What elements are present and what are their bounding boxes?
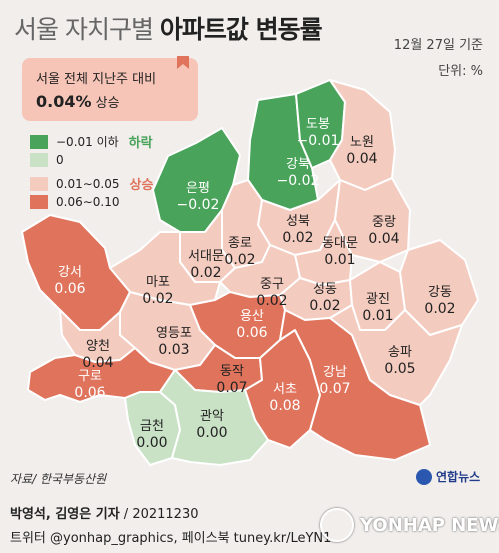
yonhap-watermark: YONHAP NEWS bbox=[320, 508, 499, 542]
district-value-label: 0.02 bbox=[224, 252, 255, 268]
watermark-logo-icon bbox=[320, 508, 354, 542]
legend-item-zero: 0 bbox=[30, 153, 64, 167]
district-value-label: 0.00 bbox=[196, 425, 227, 441]
district-name-label: 강서 bbox=[58, 265, 82, 280]
district-name-label: 종로 bbox=[228, 236, 252, 251]
district-name-label: 중랑 bbox=[372, 215, 396, 230]
district-name-label: 강북 bbox=[286, 157, 310, 172]
district-name-label: 동작 bbox=[220, 364, 244, 379]
district-value-label: 0.02 bbox=[282, 230, 313, 246]
yonhap-logo: 연합뉴스 bbox=[416, 468, 480, 485]
district-name-label: 강남 bbox=[323, 365, 347, 380]
legend-item-fall: −0.01 이하 하락 bbox=[30, 132, 153, 151]
district-value-label: 0.06 bbox=[74, 385, 105, 401]
unit-label: 단위: % bbox=[438, 64, 483, 79]
district-name-label: 동대문 bbox=[322, 236, 358, 251]
district-value-label: 0.04 bbox=[346, 151, 377, 167]
data-source: 자료/ 한국부동산원 bbox=[10, 472, 107, 486]
legend-swatch bbox=[30, 153, 48, 167]
district-value-label: 0.02 bbox=[142, 291, 173, 307]
district-name-label: 영등포 bbox=[156, 326, 192, 341]
summary-label: 서울 전체 지난주 대비 bbox=[36, 72, 157, 87]
summary-box: 서울 전체 지난주 대비 0.04% 상승 bbox=[22, 56, 198, 121]
district-value-label: 0.01 bbox=[324, 252, 355, 268]
map-title: 서울 자치구별 아파트값 변동률 bbox=[14, 15, 323, 44]
district-name-label: 마포 bbox=[146, 275, 170, 290]
district-value-label: 0.07 bbox=[216, 380, 247, 396]
district-name-label: 구로 bbox=[78, 369, 102, 384]
district-name-label: 서초 bbox=[273, 382, 297, 397]
district-name-label: 성동 bbox=[313, 282, 337, 297]
district-value-label: 0.04 bbox=[368, 231, 399, 247]
district-gwanak bbox=[159, 369, 269, 466]
district-value-label: 0.08 bbox=[269, 398, 300, 414]
district-value-label: 0.02 bbox=[309, 298, 340, 314]
district-value-label: 0.02 bbox=[424, 301, 455, 317]
social-line: 트위터 @yonhap_graphics, 페이스북 tuney.kr/LeYN… bbox=[10, 531, 332, 546]
reference-date: 12월 27일 기준 bbox=[393, 38, 483, 53]
district-name-label: 송파 bbox=[388, 345, 412, 360]
district-value-label: 0.03 bbox=[158, 342, 189, 358]
district-name-label: 서대문 bbox=[188, 249, 224, 264]
district-name-label: 노원 bbox=[350, 135, 374, 150]
district-value-label: 0.00 bbox=[136, 435, 167, 451]
district-value-label: 0.05 bbox=[384, 361, 415, 377]
district-name-label: 중구 bbox=[260, 277, 284, 292]
district-name-label: 성북 bbox=[286, 214, 310, 229]
credit-line: 박영석, 김영은 기자 / 20211230 bbox=[10, 507, 199, 522]
legend-item-rise-low: 0.01∼0.05 상승 bbox=[30, 174, 153, 193]
district-value-label: −0.01 bbox=[297, 133, 340, 149]
district-name-label: 은평 bbox=[186, 181, 210, 196]
legend-item-rise-high: 0.06∼0.10 bbox=[30, 195, 120, 209]
district-name-label: 도봉 bbox=[306, 117, 330, 132]
legend-swatch bbox=[30, 195, 48, 209]
district-name-label: 양천 bbox=[86, 339, 110, 354]
district-value-label: 0.06 bbox=[236, 325, 267, 341]
district-value-label: 0.07 bbox=[319, 381, 350, 397]
district-value-label: 0.02 bbox=[256, 293, 287, 309]
district-value-label: −0.02 bbox=[177, 197, 220, 213]
district-songpa bbox=[329, 304, 463, 406]
yonhap-logo-icon bbox=[416, 468, 432, 485]
district-name-label: 관악 bbox=[200, 409, 224, 424]
bookmark-icon bbox=[177, 56, 189, 69]
district-name-label: 광진 bbox=[366, 292, 390, 307]
legend-swatch bbox=[30, 134, 48, 149]
district-value-label: 0.02 bbox=[190, 265, 221, 281]
district-name-label: 금천 bbox=[140, 419, 164, 434]
legend-swatch bbox=[30, 176, 48, 191]
district-value-label: 0.06 bbox=[54, 281, 85, 297]
summary-value: 0.04% 상승 bbox=[36, 92, 120, 111]
district-value-label: −0.02 bbox=[277, 173, 320, 189]
district-name-label: 용산 bbox=[240, 309, 264, 324]
district-value-label: 0.04 bbox=[82, 355, 113, 371]
district-value-label: 0.01 bbox=[362, 308, 393, 324]
district-name-label: 강동 bbox=[428, 285, 452, 300]
